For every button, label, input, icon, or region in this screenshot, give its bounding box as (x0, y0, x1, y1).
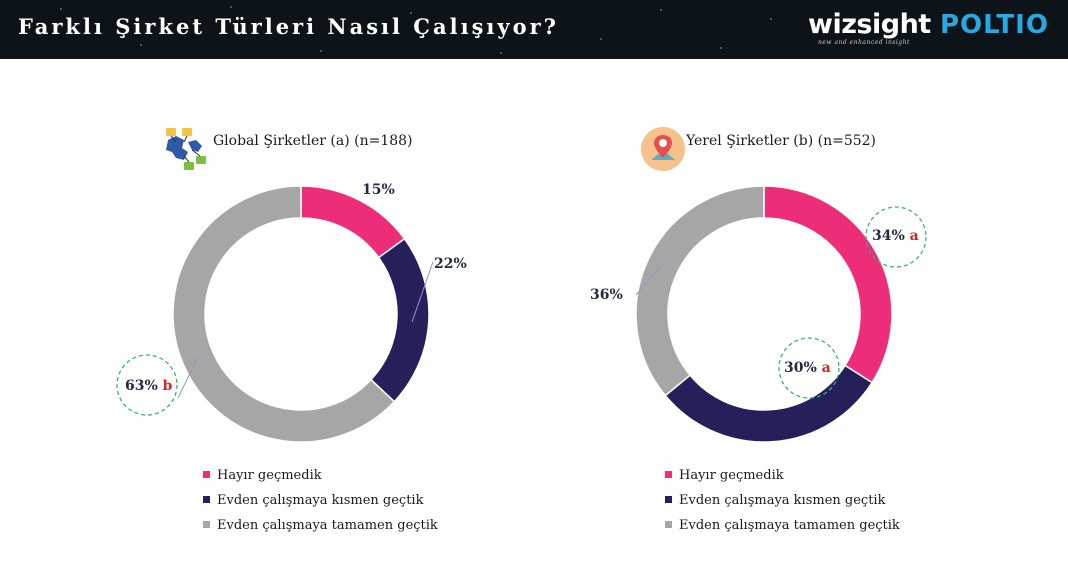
legend-label: Evden çalışmaya tamamen geçtik (217, 518, 438, 533)
legend-swatch (203, 496, 210, 503)
legend-item-global-3: Evden çalışmaya tamamen geçtik (203, 518, 438, 533)
data-label-value: 36% (590, 287, 623, 303)
legend-item-local-1: Hayır geçmedik (665, 468, 784, 483)
wizsight-logo: wizsight (808, 9, 931, 40)
legend-item-global-1: Hayır geçmedik (203, 468, 322, 483)
legend-swatch (203, 471, 210, 478)
significance-letter: b (162, 378, 173, 394)
global-network-icon (162, 126, 208, 172)
leader-line (177, 356, 199, 399)
location-pin-icon (640, 126, 686, 172)
leader-line (411, 261, 434, 323)
data-label-value: 63% (125, 378, 158, 394)
data-label-local-2: 30% a (784, 360, 831, 376)
significance-letter: a (909, 228, 919, 244)
legend-item-local-3: Evden çalışmaya tamamen geçtik (665, 518, 900, 533)
poltio-logo-text: POLTIO (940, 10, 1049, 40)
data-label-local-3: 36% (590, 287, 623, 303)
legend-label: Evden çalışmaya tamamen geçtik (679, 518, 900, 533)
data-label-global-1: 15% (362, 182, 395, 198)
data-label-value: 34% (872, 228, 905, 244)
legend-label: Evden çalışmaya kısmen geçtik (217, 493, 424, 508)
data-label-value: 15% (362, 182, 395, 198)
legend-swatch (665, 521, 672, 528)
legend-label: Evden çalışmaya kısmen geçtik (679, 493, 886, 508)
header-bar: Farklı Şirket Türleri Nasıl Çalışıyor? w… (0, 0, 1068, 59)
legend-swatch (665, 496, 672, 503)
wizsight-logo-tagline: new and enhanced insight (818, 39, 910, 46)
donut-slice-2 (369, 237, 430, 403)
legend-label: Hayır geçmedik (679, 468, 784, 483)
chart-title-local: Yerel Şirketler (b) (n=552) (686, 133, 877, 149)
legend-swatch (203, 521, 210, 528)
significance-letter: a (821, 360, 831, 376)
poltio-logo: POLTIO (940, 10, 1049, 40)
data-label-value: 30% (784, 360, 817, 376)
legend-label: Hayır geçmedik (217, 468, 322, 483)
legend-item-local-2: Evden çalışmaya kısmen geçtik (665, 493, 885, 508)
data-label-global-3: 63% b (125, 378, 172, 394)
page-title: Farklı Şirket Türleri Nasıl Çalışıyor? (18, 14, 559, 39)
significance-highlight-circle (116, 354, 178, 416)
data-label-value: 22% (434, 256, 467, 272)
data-label-global-2: 22% (434, 256, 467, 272)
data-label-local-1: 34% a (872, 228, 919, 244)
legend-swatch (665, 471, 672, 478)
donut-slice-3 (172, 185, 396, 443)
chart-title-global: Global Şirketler (a) (n=188) (213, 133, 413, 149)
legend-item-global-2: Evden çalışmaya kısmen geçtik (203, 493, 423, 508)
